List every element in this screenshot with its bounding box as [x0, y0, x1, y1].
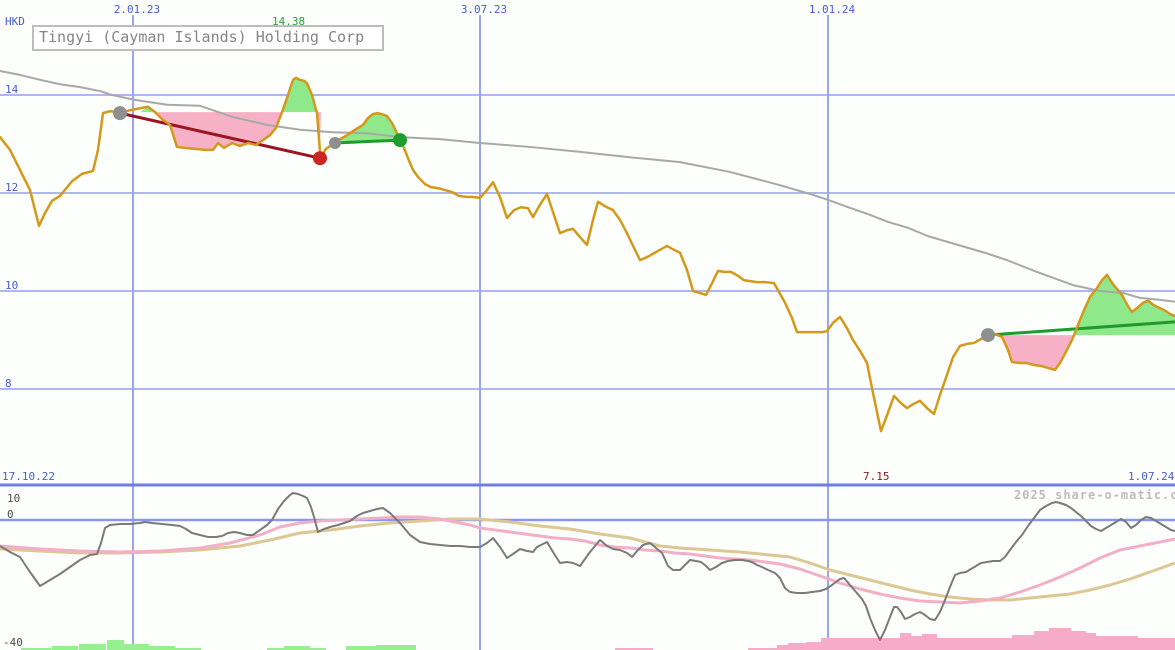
price-tick-8: 8	[5, 377, 12, 390]
currency-label: HKD	[5, 15, 25, 28]
histogram-bar-pink	[1012, 635, 1034, 650]
histogram-bar-pink	[788, 643, 806, 650]
histogram-bar-green	[107, 640, 124, 650]
histogram-bar-pink	[1071, 631, 1086, 650]
osc-tick-neg40: -40	[3, 636, 23, 649]
histogram-bar-pink	[777, 645, 788, 650]
price-line	[0, 76, 1175, 433]
histogram-bar-green	[52, 646, 78, 650]
watermark: 2025 share-o-matic.com	[1014, 488, 1175, 502]
histogram-bar-green	[267, 648, 284, 650]
histogram-bar-green	[346, 646, 376, 650]
x-axis-date-2: 3.07.23	[460, 3, 508, 16]
price-tick-14: 14	[5, 83, 19, 96]
price-tick-12: 12	[5, 181, 19, 194]
histogram-bar-pink	[1049, 628, 1071, 650]
osc-tick-10: 10	[7, 492, 21, 505]
x-axis-date-1: 2.01.23	[113, 3, 161, 16]
moving-average-line	[0, 70, 1175, 303]
chart-title: Tingyi (Cayman Islands) Holding Corp	[39, 28, 365, 46]
osc-tick-0: 0	[7, 508, 14, 521]
histogram-bar-green	[79, 644, 106, 650]
oscillator-line	[0, 492, 1175, 641]
trend-marker-dot	[313, 151, 327, 166]
price-tick-10: 10	[5, 279, 19, 292]
trendline	[334, 138, 401, 145]
trendline	[119, 111, 321, 160]
histogram-bar-pink	[1138, 638, 1175, 650]
trend-fill-region	[140, 106, 154, 113]
histogram-bar-pink	[615, 648, 653, 650]
histogram-bar-pink	[911, 636, 922, 650]
histogram-bar-green	[310, 648, 326, 650]
histogram-bar-green	[284, 646, 310, 650]
histogram-bar-green	[376, 645, 416, 650]
histogram-bar-pink	[748, 648, 777, 650]
histogram-bar-green	[124, 644, 149, 650]
histogram-bar-pink	[1096, 636, 1138, 650]
signal-line-pink	[0, 515, 1175, 605]
start-date-label: 17.10.22	[2, 470, 55, 483]
histogram-bar-pink	[821, 638, 900, 650]
histogram-bar-pink	[922, 634, 937, 650]
trend-marker-dot	[113, 106, 127, 121]
trendline	[987, 320, 1175, 337]
trend-marker-dot	[981, 328, 995, 343]
histogram-bar-green	[175, 648, 201, 650]
x-axis-date-3: 1.01.24	[808, 3, 856, 16]
high-value-label: 14.38	[272, 15, 306, 28]
histogram-bar-pink	[937, 638, 1012, 650]
histogram-bar-pink	[1034, 631, 1049, 650]
title-box: Tingyi (Cayman Islands) Holding Corp	[32, 25, 384, 51]
histogram-bar-green	[149, 646, 175, 650]
histogram-bar-pink	[1086, 633, 1096, 650]
signal-line-tan	[0, 517, 1175, 602]
histogram-bar-green	[21, 648, 51, 650]
low-value-label: 7.15	[863, 470, 890, 483]
trend-marker-dot	[329, 137, 341, 150]
trend-marker-dot	[393, 133, 407, 148]
histogram-bar-pink	[806, 642, 821, 650]
histogram-bar-pink	[900, 633, 911, 650]
end-date-label: 1.07.24	[1128, 470, 1175, 483]
